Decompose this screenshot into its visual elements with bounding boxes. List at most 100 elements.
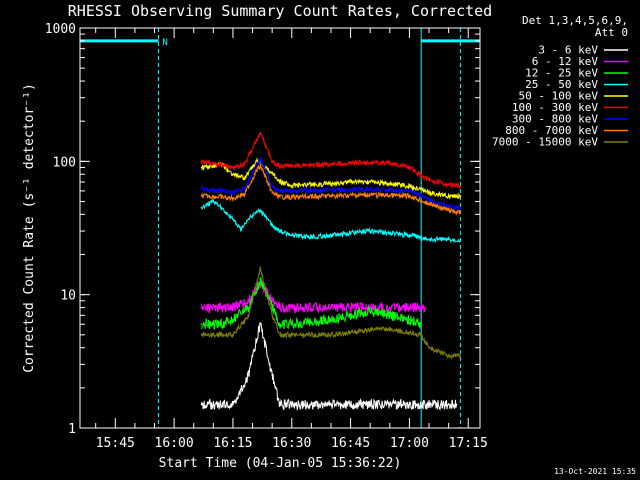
series-point-2-8 (279, 323, 281, 326)
x-tick-label: 16:30 (272, 436, 311, 451)
x-tick-label: 16:00 (155, 436, 194, 451)
plot-frame (79, 27, 481, 429)
series-point-3-14 (349, 232, 352, 234)
series-point-3-12 (310, 236, 313, 238)
series-point-8-18 (459, 354, 462, 357)
series-point-0-6 (271, 374, 273, 376)
series-point-4-0 (200, 166, 203, 169)
series-point-8-2 (232, 334, 234, 336)
legend-header: Det 1,3,4,5,6,9, (522, 14, 628, 27)
series-point-8-4 (255, 283, 258, 285)
series-point-3-6 (255, 210, 258, 213)
series-point-8-10 (330, 334, 332, 336)
legend-entry-label: 100 - 300 keV (512, 101, 598, 114)
series-point-7-3 (243, 193, 246, 195)
series-point-5-11 (330, 163, 332, 166)
series-point-5-15 (408, 166, 411, 169)
series-point-5-14 (389, 162, 391, 164)
series-line-7 (201, 163, 461, 216)
series-point-6-6 (263, 166, 266, 169)
series-point-4-9 (290, 184, 293, 187)
series-point-6-5 (259, 158, 262, 161)
series-point-2-12 (369, 310, 371, 313)
series-point-4-10 (310, 183, 313, 186)
series-point-7-2 (232, 197, 234, 199)
series-point-0-12 (455, 403, 458, 406)
series-point-7-1 (220, 196, 222, 198)
series-point-2-1 (220, 323, 222, 326)
series-point-8-5 (259, 266, 262, 269)
series-point-7-7 (271, 192, 273, 194)
series-point-2-9 (290, 323, 293, 326)
series-point-8-0 (200, 334, 203, 336)
series-point-6-11 (369, 188, 371, 190)
series-point-1-13 (389, 306, 391, 309)
series-point-3-0 (200, 206, 203, 209)
series-point-0-10 (408, 403, 411, 406)
series-point-6-15 (459, 208, 462, 210)
series-point-3-18 (428, 238, 430, 241)
series-line-1 (201, 279, 426, 314)
series-point-3-16 (389, 232, 391, 234)
x-tick-label: 17:15 (449, 436, 488, 451)
y-tick-label: 10 (60, 289, 76, 304)
series-point-5-0 (200, 160, 203, 163)
series-point-6-10 (330, 189, 332, 191)
series-point-2-2 (232, 318, 234, 321)
series-point-8-13 (389, 328, 391, 331)
y-tick-label: 100 (53, 155, 76, 170)
series-point-3-15 (369, 230, 371, 232)
series-point-5-10 (310, 164, 313, 166)
y-tick-label: 1000 (45, 22, 76, 37)
series-point-0-4 (259, 323, 262, 326)
series-point-0-11 (428, 403, 430, 406)
series-point-3-2 (220, 206, 222, 209)
series-point-5-6 (263, 141, 266, 143)
series-point-1-14 (408, 306, 411, 309)
series-point-1-2 (232, 306, 234, 309)
series-point-3-3 (232, 218, 234, 220)
series-point-2-13 (389, 314, 391, 317)
legend-entry-label: 7000 - 15000 keV (492, 136, 598, 149)
series-point-5-4 (255, 139, 258, 141)
series-point-1-8 (279, 306, 281, 309)
series-point-2-5 (259, 278, 262, 281)
series-point-1-9 (290, 306, 293, 309)
x-tick-label: 17:00 (390, 436, 429, 451)
series-point-2-14 (408, 318, 411, 321)
legend-entry-label: 3 - 6 keV (538, 44, 598, 57)
series-point-5-8 (279, 165, 281, 167)
series-8 (200, 266, 462, 360)
series-point-2-10 (330, 318, 332, 321)
series-point-7-4 (255, 169, 258, 172)
series-point-0-7 (279, 403, 281, 406)
series-point-8-9 (290, 334, 293, 336)
series-point-8-6 (263, 283, 266, 285)
series-point-7-12 (408, 195, 411, 197)
series-point-4-18 (459, 195, 462, 197)
series-line-3 (201, 199, 461, 244)
legend-entry-label: 800 - 7000 keV (505, 124, 598, 137)
series-point-7-15 (459, 212, 462, 214)
series-point-6-4 (255, 163, 258, 166)
series-point-5-9 (290, 164, 293, 167)
series-point-4-12 (349, 181, 352, 183)
x-axis-ticks: 15:45 16:00 16:15 16:30 16:45 17:00 17:15 (95, 28, 488, 451)
series-point-5-1 (220, 163, 222, 166)
series-point-3-11 (290, 234, 293, 236)
series-point-6-8 (279, 190, 281, 192)
footer-timestamp: 13-Oct-2021 15:35 (554, 467, 636, 476)
legend-entry-label: 50 - 100 keV (519, 90, 599, 103)
series-point-4-13 (369, 181, 371, 183)
series-point-3-20 (459, 238, 462, 241)
series-point-2-15 (420, 323, 422, 326)
series-point-0-1 (232, 403, 234, 406)
series-point-7-6 (263, 173, 266, 176)
series-point-2-4 (255, 288, 258, 290)
series-point-3-5 (247, 218, 250, 220)
series-point-8-12 (369, 328, 371, 331)
y-axis-ticks: 1 10 100 1000 (45, 22, 480, 437)
